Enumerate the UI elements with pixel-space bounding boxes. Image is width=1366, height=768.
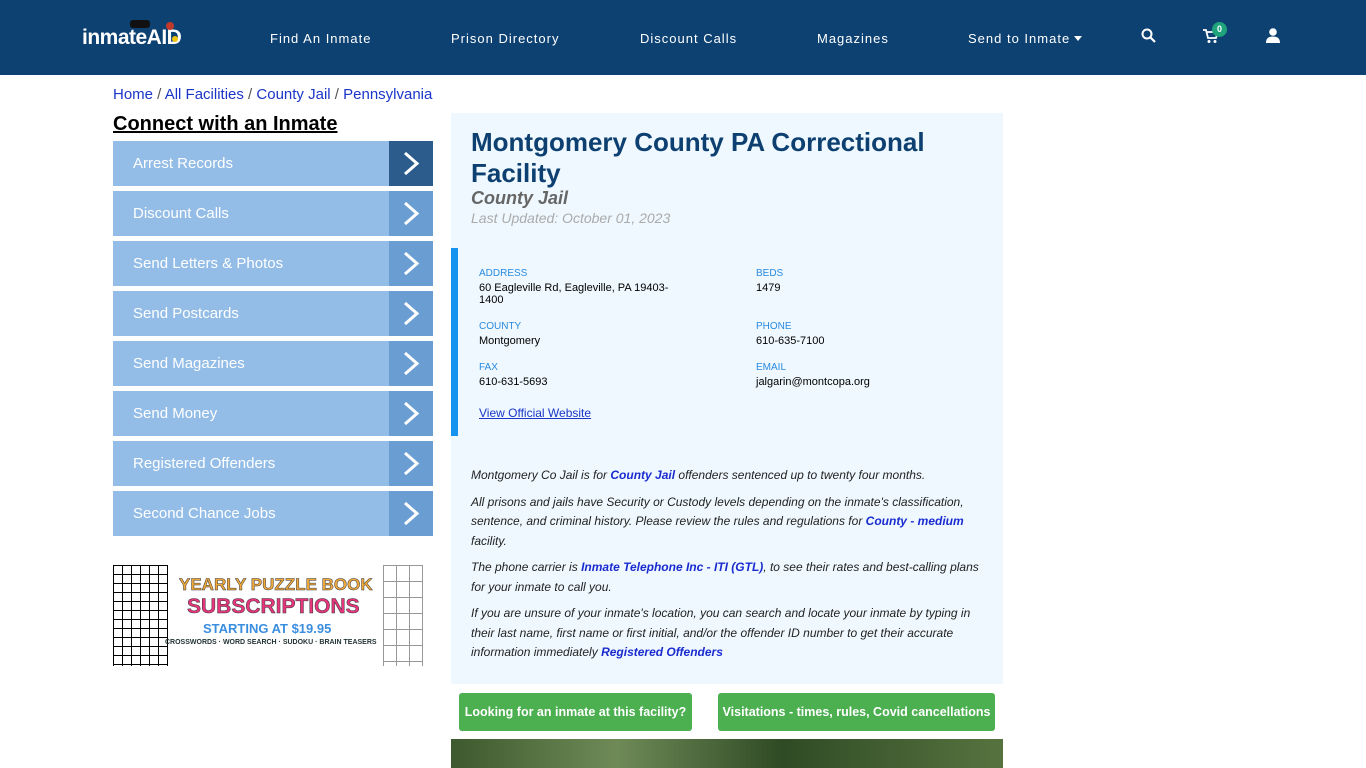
leaf-icon bbox=[172, 36, 178, 42]
sidebar-item-send-magazines[interactable]: Send Magazines bbox=[113, 341, 433, 386]
caret-down-icon bbox=[1074, 36, 1083, 41]
facility-description: Montgomery Co Jail is for County Jail of… bbox=[471, 466, 986, 670]
nav-magazines[interactable]: Magazines bbox=[817, 31, 889, 46]
last-updated: Last Updated: October 01, 2023 bbox=[471, 210, 671, 226]
chevron-right-icon bbox=[389, 241, 433, 286]
sudoku-graphic bbox=[383, 565, 423, 666]
hat-icon bbox=[130, 20, 150, 28]
nav-find-inmate[interactable]: Find An Inmate bbox=[270, 31, 372, 46]
looking-for-inmate-button[interactable]: Looking for an inmate at this facility? bbox=[459, 693, 692, 731]
email-field: EMAIL jalgarin@montcopa.org bbox=[756, 362, 870, 388]
logo[interactable]: inmateAID bbox=[82, 20, 182, 50]
county-medium-link[interactable]: County - medium bbox=[865, 514, 964, 528]
nav-discount-calls[interactable]: Discount Calls bbox=[640, 31, 738, 46]
phone-carrier-link[interactable]: Inmate Telephone Inc - ITI (GTL) bbox=[581, 560, 764, 574]
breadcrumb-all-facilities[interactable]: All Facilities bbox=[164, 86, 244, 103]
crossword-graphic bbox=[113, 565, 168, 666]
facility-aerial-photo bbox=[451, 739, 1003, 768]
chevron-right-icon bbox=[389, 191, 433, 236]
facility-panel: Montgomery County PA Correctional Facili… bbox=[451, 113, 1003, 684]
sidebar-item-arrest-records[interactable]: Arrest Records bbox=[113, 141, 433, 186]
search-icon[interactable] bbox=[1141, 28, 1156, 43]
chevron-right-icon bbox=[389, 391, 433, 436]
phone-field: PHONE 610-635-7100 bbox=[756, 321, 825, 347]
puzzle-book-ad[interactable]: YEARLY PUZZLE BOOK SUBSCRIPTIONS STARTIN… bbox=[113, 565, 423, 666]
beds-field: BEDS 1479 bbox=[756, 268, 784, 294]
header: inmateAID Find An Inmate Prison Director… bbox=[0, 0, 1366, 75]
description-p4: If you are unsure of your inmate's locat… bbox=[471, 606, 971, 659]
breadcrumb: Home / All Facilities / County Jail / Pe… bbox=[113, 86, 433, 103]
cart-count-badge: 0 bbox=[1212, 22, 1227, 37]
sidebar-item-second-chance-jobs[interactable]: Second Chance Jobs bbox=[113, 491, 433, 536]
user-icon[interactable] bbox=[1266, 28, 1280, 43]
description-p2: All prisons and jails have Security or C… bbox=[471, 494, 964, 548]
breadcrumb-pennsylvania[interactable]: Pennsylvania bbox=[343, 86, 433, 103]
sidebar-item-send-postcards[interactable]: Send Postcards bbox=[113, 291, 433, 336]
chevron-right-icon bbox=[389, 491, 433, 536]
sidebar-item-registered-offenders[interactable]: Registered Offenders bbox=[113, 441, 433, 486]
page-title: Montgomery County PA Correctional Facili… bbox=[471, 127, 925, 188]
visitations-button[interactable]: Visitations - times, rules, Covid cancel… bbox=[718, 693, 995, 731]
official-website-link[interactable]: View Official Website bbox=[479, 406, 592, 420]
facility-info: ADDRESS 60 Eagleville Rd, Eagleville, PA … bbox=[451, 248, 1003, 436]
sidebar-title: Connect with an Inmate bbox=[113, 113, 338, 135]
nav-send-to-inmate[interactable]: Send to Inmate bbox=[968, 31, 1083, 46]
leaf-icon bbox=[166, 22, 174, 30]
facility-type: County Jail bbox=[471, 188, 569, 208]
breadcrumb-home[interactable]: Home bbox=[113, 86, 154, 103]
sidebar-item-send-letters-photos[interactable]: Send Letters & Photos bbox=[113, 241, 433, 286]
county-field: COUNTY Montgomery bbox=[479, 321, 541, 347]
breadcrumb-county-jail[interactable]: County Jail bbox=[256, 86, 331, 103]
fax-field: FAX 610-631-5693 bbox=[479, 362, 548, 388]
address-field: ADDRESS 60 Eagleville Rd, Eagleville, PA … bbox=[479, 268, 669, 306]
nav-prison-directory[interactable]: Prison Directory bbox=[451, 31, 560, 46]
sidebar-item-send-money[interactable]: Send Money bbox=[113, 391, 433, 436]
county-jail-link[interactable]: County Jail bbox=[610, 468, 676, 482]
registered-offenders-link[interactable]: Registered Offenders bbox=[601, 645, 723, 659]
chevron-right-icon bbox=[389, 441, 433, 486]
sidebar-item-discount-calls[interactable]: Discount Calls bbox=[113, 191, 433, 236]
chevron-right-icon bbox=[389, 141, 433, 186]
description-p3: The phone carrier is Inmate Telephone In… bbox=[471, 560, 979, 594]
chevron-right-icon bbox=[389, 341, 433, 386]
description-p1: Montgomery Co Jail is for County Jail of… bbox=[471, 468, 926, 482]
chevron-right-icon bbox=[389, 291, 433, 336]
